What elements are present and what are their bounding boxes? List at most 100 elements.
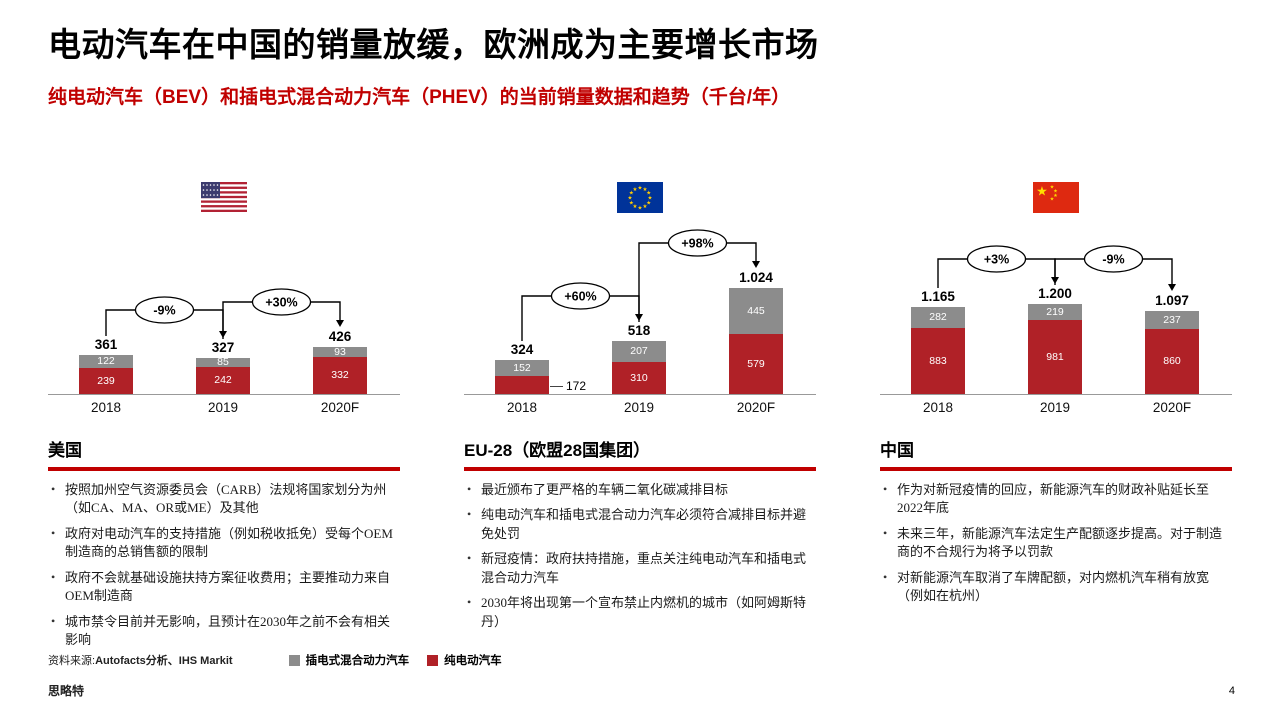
us-chart-plot: 122 239 361 85 242 327 93 332 426 -9% +30% <box>48 168 400 395</box>
bar-cn-2019: 219 981 <box>1028 304 1082 394</box>
bullet: 政府对电动汽车的支持措施（例如税收抵免）受每个OEM制造商的总销售额的限制 <box>48 525 400 562</box>
growth-badge <box>550 282 611 310</box>
bullet: 未来三年，新能源汽车法定生产配额逐步提高。对于制造商的不合规行为将予以罚款 <box>880 525 1232 562</box>
cn-chart-x-axis: 2018 2019 2020F <box>880 400 1232 422</box>
cn-chart-plot: ★ ★ ★ ★ ★ 282 883 1.165 219 981 1.200 237 860 1.… <box>880 168 1232 395</box>
us-chart-x-axis: 2018 2019 2020F <box>48 400 400 422</box>
bev-segment: 332 <box>313 357 367 394</box>
total-label: 426 <box>328 329 352 344</box>
svg-text:★: ★ <box>633 204 638 210</box>
bar-eu-2020F: 445 579 <box>729 288 783 394</box>
chart-cn: ★ ★ ★ ★ ★ 282 883 1.165 219 981 1.200 237 860 1.… <box>880 168 1232 422</box>
bullet: 按照加州空气资源委员会（CARB）法规将国家划分为州（如CA、MA、OR或ME）… <box>48 481 400 518</box>
segment-callout: 172 <box>550 378 586 394</box>
arrowhead-icon <box>336 320 344 327</box>
growth-arrows: +3% -9% <box>937 245 1176 291</box>
bullet: 作为对新冠疫情的回应，新能源汽车的财政补贴延长至2022年底 <box>880 481 1232 518</box>
growth-arrows: +60% +98% <box>521 229 760 341</box>
arrowhead-icon <box>1168 284 1176 291</box>
source-label: 资料来源: <box>48 655 96 667</box>
chart-eu: ★ ★ ★ ★ ★ ★ ★ ★ ★ ★ ★ ★ 152 324 172 207 310 518 445 579… <box>464 168 816 422</box>
section-bullets-eu: 最近颁布了更严格的车辆二氧化碳减排目标 纯电动汽车和插电式混合动力汽车必须符合减… <box>464 481 816 631</box>
year-label: 2018 <box>90 400 122 415</box>
bar-cn-2020F: 237 860 <box>1145 311 1199 394</box>
bar-us-2018: 122 239 <box>79 355 133 394</box>
growth-badge <box>966 245 1027 273</box>
svg-text:★: ★ <box>648 196 653 202</box>
section-us: 美国 按照加州空气资源委员会（CARB）法规将国家划分为州（如CA、MA、OR或… <box>48 436 400 657</box>
total-label: 1.165 <box>921 289 955 304</box>
svg-text:★: ★ <box>1050 197 1055 203</box>
year-label: 2020F <box>320 400 360 415</box>
cn-flag-icon: ★ ★ ★ ★ ★ <box>1033 182 1079 213</box>
growth-badge-label: -9% <box>153 304 175 318</box>
growth-badge <box>667 229 728 257</box>
us-flag-icon <box>201 182 247 212</box>
slide-header: 电动汽车在中国的销量放缓，欧洲成为主要增长市场 纯电动汽车（BEV）和插电式混合… <box>48 26 1239 109</box>
bev-legend-swatch <box>427 654 439 666</box>
year-label: 2019 <box>1039 400 1071 415</box>
bev-segment <box>495 376 549 394</box>
phev-segment: 282 <box>911 307 965 328</box>
total-label: 518 <box>627 323 651 338</box>
section-title-cn: 中国 <box>880 436 1232 471</box>
svg-text:★: ★ <box>629 191 634 197</box>
svg-text:★: ★ <box>643 204 648 210</box>
bev-segment: 981 <box>1028 320 1082 394</box>
bar-eu-2019: 207 310 <box>612 341 666 394</box>
growth-badge-label: +3% <box>984 253 1009 267</box>
phev-segment: 207 <box>612 341 666 362</box>
total-label: 324 <box>510 342 534 357</box>
year-label: 2019 <box>623 400 655 415</box>
slide-title: 电动汽车在中国的销量放缓，欧洲成为主要增长市场 <box>48 28 819 64</box>
slide-bottom-row: 思略特 4 <box>48 682 1235 699</box>
year-label: 2018 <box>922 400 954 415</box>
page-number: 4 <box>1228 684 1235 697</box>
callout-line <box>550 385 563 387</box>
svg-text:★: ★ <box>646 201 651 207</box>
total-label: 1.200 <box>1038 286 1072 301</box>
bev-segment: 242 <box>196 367 250 394</box>
growth-badge-label: -9% <box>1102 253 1124 267</box>
total-label: 361 <box>94 337 118 352</box>
eu-chart-plot: ★ ★ ★ ★ ★ ★ ★ ★ ★ ★ ★ ★ 152 324 172 207 310 518 445 579… <box>464 168 816 395</box>
total-label: 1.024 <box>739 270 773 285</box>
arrowhead-icon <box>752 261 760 268</box>
svg-text:★: ★ <box>1036 185 1048 200</box>
svg-text:★: ★ <box>638 186 643 192</box>
source-value: Autofacts分析、IHS Markit <box>95 655 233 667</box>
bar-cn-2018: 282 883 <box>911 307 965 394</box>
bev-segment: 239 <box>79 368 133 394</box>
year-label: 2019 <box>207 400 239 415</box>
section-bullets-cn: 作为对新冠疫情的回应，新能源汽车的财政补贴延长至2022年底 未来三年，新能源汽… <box>880 481 1232 606</box>
growth-arrows: -9% +30% <box>105 288 344 339</box>
bullet: 纯电动汽车和插电式混合动力汽车必须符合减排目标并避免处罚 <box>464 506 816 543</box>
growth-badge <box>251 288 312 316</box>
bar-us-2019: 85 242 <box>196 357 250 394</box>
total-label: 1.097 <box>1155 293 1189 308</box>
growth-badge-label: +30% <box>265 296 297 310</box>
bullet: 2030年将出现第一个宣布禁止内燃机的城市（如阿姆斯特丹） <box>464 594 816 631</box>
growth-badge-label: +60% <box>564 290 596 304</box>
svg-text:★: ★ <box>628 196 633 202</box>
phev-segment: 85 <box>196 357 250 368</box>
section-bullets-us: 按照加州空气资源委员会（CARB）法规将国家划分为州（如CA、MA、OR或ME）… <box>48 481 400 650</box>
phev-segment: 445 <box>729 288 783 334</box>
charts-row: 122 239 361 85 242 327 93 332 426 -9% +30% 2018 201… <box>48 168 1232 422</box>
bar-us-2020F: 93 332 <box>313 347 367 394</box>
bullet: 新冠疫情：政府扶持措施，重点关注纯电动汽车和插电式混合动力汽车 <box>464 550 816 587</box>
total-label: 327 <box>211 340 235 355</box>
chart-us: 122 239 361 85 242 327 93 332 426 -9% +30% 2018 201… <box>48 168 400 422</box>
section-eu: EU-28（欧盟28国集团） 最近颁布了更严格的车辆二氧化碳减排目标 纯电动汽车… <box>464 436 816 657</box>
bar-eu-2018: 152 <box>495 360 549 394</box>
bullet: 政府不会就基础设施扶持方案征收费用；主要推动力来自OEM制造商 <box>48 569 400 606</box>
svg-text:★: ★ <box>633 187 638 193</box>
section-title-eu: EU-28（欧盟28国集团） <box>464 436 816 471</box>
year-label: 2020F <box>1152 400 1192 415</box>
bev-segment: 860 <box>1145 329 1199 394</box>
growth-badge-label: +98% <box>681 237 713 251</box>
brand-logo: 思略特 <box>48 684 85 698</box>
phev-segment: 93 <box>313 347 367 357</box>
section-cn: 中国 作为对新冠疫情的回应，新能源汽车的财政补贴延长至2022年底 未来三年，新… <box>880 436 1232 657</box>
